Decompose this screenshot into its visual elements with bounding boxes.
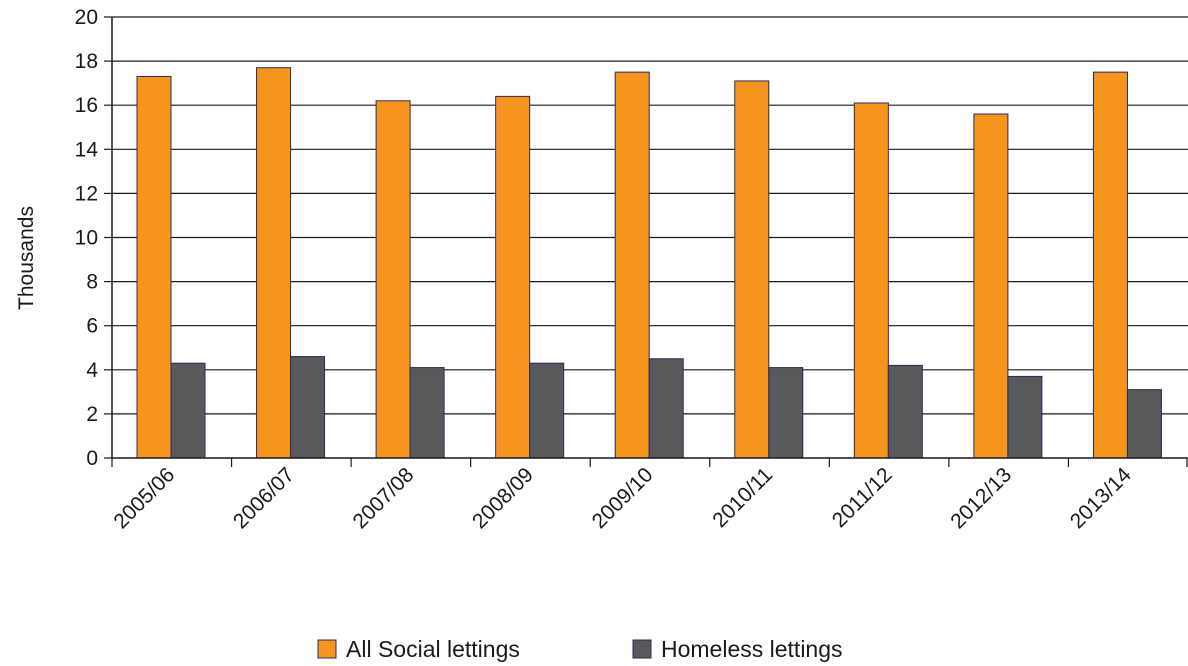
y-tick-label: 6 [86,315,98,338]
x-tick-label: 2010/11 [708,463,777,532]
bar-homeless-lettings [409,367,445,459]
y-tick-label: 4 [86,359,98,382]
y-axis-title: Thousands [15,206,38,310]
x-tick-label: 2009/10 [588,463,658,533]
y-tick-label: 14 [75,138,99,161]
bar-all-social-lettings [734,80,770,459]
x-tick-label: 2013/14 [1066,463,1136,533]
bar-homeless-lettings [529,362,565,459]
bar-homeless-lettings [648,358,684,459]
y-tick-label: 8 [86,271,98,294]
bar-homeless-lettings [1007,375,1043,459]
legend: All Social lettings Homeless lettings [317,636,843,662]
x-tick-label: 2012/13 [946,463,1016,533]
bar-all-social-lettings [495,95,531,459]
y-tick-label: 16 [75,94,98,117]
x-tick-labels: 2005/06 2006/07 2007/08 2008/09 2009/10 2010/… [109,463,1136,533]
bars [136,67,1162,459]
bar-all-social-lettings [973,113,1009,459]
x-tick-label: 2006/07 [229,463,299,533]
x-tick-label: 2011/12 [828,463,897,532]
bar-all-social-lettings [1092,71,1128,459]
bar-all-social-lettings [375,100,411,459]
legend-swatch [632,639,652,659]
bar-homeless-lettings [768,367,804,459]
bar-homeless-lettings [170,362,206,459]
legend-swatch [317,639,337,659]
y-tick-label: 20 [75,6,98,29]
bar-all-social-lettings [256,67,292,459]
bar-homeless-lettings [1126,389,1162,459]
y-tick-labels: 0 2 4 6 8 10 12 14 16 18 20 [75,6,99,470]
bar-homeless-lettings [887,364,923,459]
x-tick-label: 2008/09 [468,463,538,533]
bar-all-social-lettings [614,71,650,459]
y-tick-label: 12 [75,182,98,205]
bar-all-social-lettings [853,102,889,459]
legend-label: Homeless lettings [661,636,843,662]
y-tick-label: 18 [75,50,98,73]
x-tick-label: 2007/08 [348,463,418,533]
y-tick-label: 10 [75,227,98,250]
x-tick-label: 2005/06 [109,463,179,533]
bar-homeless-lettings [290,356,326,459]
legend-label: All Social lettings [346,636,520,662]
bar-all-social-lettings [136,76,172,459]
y-tick-label: 0 [86,447,98,470]
y-tick-label: 2 [86,403,98,426]
axes [104,16,1188,467]
